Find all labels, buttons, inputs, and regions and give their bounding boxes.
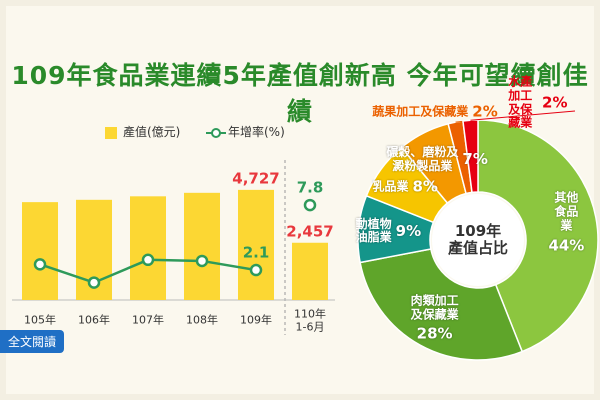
- donut-center-label: 109年 產值占比: [447, 221, 509, 257]
- bar: [130, 196, 166, 300]
- legend-label: 產值(億元): [123, 125, 181, 140]
- legend-swatch: [105, 127, 117, 139]
- x-tick-label: 110年 1-6月: [294, 307, 326, 333]
- slice-label: 其他 食品業 44%: [548, 190, 585, 255]
- slice-label: 肉類加工 及保藏業 28%: [411, 294, 459, 343]
- x-tick-label: 105年: [24, 313, 56, 327]
- slice-value: 2%: [542, 93, 568, 112]
- slice-label: 乳品業 8%: [372, 177, 438, 196]
- growth-point: [33, 258, 47, 271]
- slice-label: 蔬果加工及保藏業 2%: [372, 102, 498, 121]
- value-label: 4,727: [232, 169, 280, 188]
- x-tick-label: 108年: [186, 313, 218, 327]
- slice-name: 碾穀、磨粉及 澱粉製品業: [386, 145, 459, 173]
- donut-slice: [477, 119, 599, 353]
- donut-slice: [462, 119, 479, 194]
- slice-name: 動植物 油脂業: [355, 216, 392, 245]
- slice-value: 9%: [395, 221, 422, 240]
- growth-point: [141, 253, 155, 267]
- read-more-button[interactable]: 全文閱讀: [0, 330, 65, 353]
- leader-line: [470, 110, 576, 121]
- growth-point: [249, 263, 263, 277]
- slice-label: 碾穀、磨粉及 澱粉製品業 7%: [386, 145, 488, 174]
- x-tick-label: 109年: [240, 313, 272, 327]
- value-label: 7.8: [296, 178, 324, 197]
- slice-value: 7%: [462, 150, 488, 169]
- growth-point: [195, 254, 209, 268]
- slice-label: 動植物 油脂業 9%: [355, 216, 422, 246]
- bar: [184, 192, 220, 300]
- growth-point: [303, 198, 317, 212]
- x-tick-label: 107年: [132, 313, 164, 327]
- title: 109年食品業連續5年產值創新高 今年可望續創佳績: [11, 61, 589, 126]
- slice-name: 蔬果加工及保藏業: [372, 104, 469, 119]
- value-label: 2.1: [242, 243, 270, 262]
- growth-point: [87, 276, 101, 289]
- bar: [238, 189, 274, 300]
- slice-label: 水產加工及保藏業 2%: [503, 74, 568, 130]
- slice-value: 44%: [548, 236, 585, 255]
- legend-label: 年增率(%): [228, 125, 285, 140]
- slice-name: 其他 食品業: [554, 190, 579, 233]
- bar: [292, 242, 328, 300]
- slice-value: 28%: [416, 325, 453, 344]
- slice-value: 8%: [412, 177, 438, 196]
- bar: [22, 202, 58, 300]
- slice-name: 肉類加工 及保藏業: [410, 293, 459, 322]
- slice-name: 水產加工及保藏業: [508, 74, 533, 130]
- slice-value: 2%: [472, 102, 498, 121]
- donut-hole: [432, 194, 524, 286]
- x-tick-label: 106年: [78, 313, 110, 327]
- value-label: 2,457: [286, 222, 334, 241]
- donut-slice: [359, 248, 524, 361]
- legend-swatch: [211, 128, 221, 138]
- slice-name: 乳品業: [372, 179, 409, 194]
